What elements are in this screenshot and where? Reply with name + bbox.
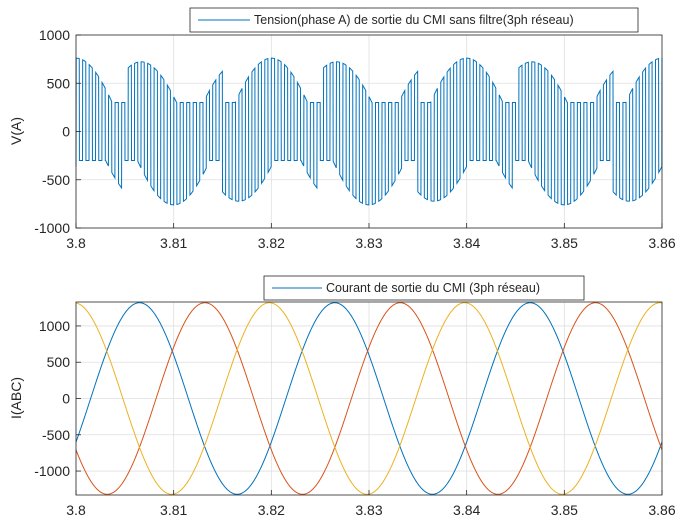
voltage-y-tick-label: -500 [42,172,70,188]
current-x-tick-label: 3.85 [551,502,578,518]
voltage-y-tick-label: 1000 [39,27,70,43]
current-y-tick-label: -500 [42,427,70,443]
current-y-tick-label: 0 [62,391,70,407]
voltage-x-tick-label: 3.81 [160,235,187,251]
current-x-tick-label: 3.84 [453,502,480,518]
voltage-x-ticks: 3.8 3.81 3.82 3.83 3.84 3.85 3.86 [66,223,676,251]
voltage-legend: Tension(phase A) de sortie du CMI sans f… [189,7,639,33]
voltage-series [75,57,663,206]
current-y-ticks: 1000 500 0 -500 -1000 [34,318,81,479]
current-y-axis-label: I(ABC) [8,377,24,419]
voltage-x-tick-label: 3.82 [258,235,285,251]
voltage-x-tick-label: 3.85 [551,235,578,251]
voltage-y-tick-label: 500 [47,75,71,91]
voltage-y-tick-label: -1000 [34,220,70,236]
voltage-legend-box [189,7,639,33]
current-series-line-0 [75,302,663,495]
current-x-tick-label: 3.86 [648,502,675,518]
voltage-legend-label: Tension(phase A) de sortie du CMI sans f… [254,13,574,27]
current-x-tick-label: 3.8 [66,502,86,518]
current-y-tick-label: 1000 [39,318,70,334]
current-x-tick-label: 3.82 [258,502,285,518]
current-chart: 3.8 3.81 3.82 3.83 3.84 3.85 3.86 1000 500 0 -500… [8,275,676,518]
voltage-x-tick-label: 3.8 [66,235,86,251]
voltage-y-tick-label: 0 [62,124,70,140]
current-y-tick-label: -1000 [34,463,70,479]
current-y-tick-label: 500 [47,354,71,370]
voltage-x-tick-label: 3.83 [355,235,382,251]
current-x-tick-label: 3.83 [355,502,382,518]
current-x-tick-label: 3.81 [160,502,187,518]
voltage-x-tick-label: 3.86 [648,235,675,251]
voltage-y-ticks: 1000 500 0 -500 -1000 [34,27,81,236]
voltage-series-line [75,57,663,206]
voltage-x-tick-label: 3.84 [453,235,480,251]
current-legend: Courant de sortie du CMI (3ph réseau) [263,275,585,301]
current-x-ticks: 3.8 3.81 3.82 3.83 3.84 3.85 3.86 [66,490,676,518]
current-legend-label: Courant de sortie du CMI (3ph réseau) [326,281,540,295]
current-series-line-1 [75,302,663,495]
voltage-chart: 3.8 3.81 3.82 3.83 3.84 3.85 3.86 1000 500 0 -500… [8,7,676,251]
voltage-y-axis-label: V(A) [8,117,24,145]
